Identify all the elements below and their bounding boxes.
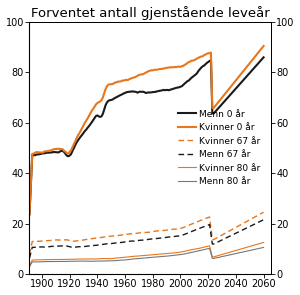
Kvinner 80 år — [140, 254, 143, 258]
Title: Forventet antall gjenstående leveår: Forventet antall gjenstående leveår — [31, 6, 269, 19]
Kvinner 67 år — [237, 224, 241, 228]
Line: Kvinner 67 år: Kvinner 67 år — [29, 212, 264, 255]
Kvinner 80 år — [237, 248, 241, 251]
Menn 67 år — [140, 238, 143, 242]
Menn 67 år — [61, 244, 64, 248]
Line: Menn 80 år: Menn 80 år — [29, 248, 264, 267]
Menn 0 år — [151, 90, 154, 94]
Line: Kvinner 80 år: Kvinner 80 år — [29, 242, 264, 266]
Kvinner 67 år — [140, 231, 143, 235]
Menn 67 år — [237, 230, 241, 234]
Line: Menn 0 år: Menn 0 år — [29, 57, 264, 214]
Kvinner 67 år — [115, 234, 119, 237]
Kvinner 80 år — [151, 253, 154, 256]
Line: Menn 67 år: Menn 67 år — [29, 220, 264, 258]
Kvinner 80 år — [28, 264, 31, 267]
Menn 0 år — [61, 149, 64, 153]
Kvinner 0 år — [262, 44, 266, 48]
Kvinner 0 år — [61, 148, 64, 151]
Menn 67 år — [151, 237, 154, 241]
Kvinner 67 år — [61, 238, 64, 242]
Kvinner 0 år — [140, 73, 143, 76]
Line: Kvinner 0 år: Kvinner 0 år — [29, 46, 264, 214]
Kvinner 67 år — [262, 210, 266, 214]
Kvinner 0 år — [237, 75, 241, 79]
Menn 80 år — [28, 265, 31, 268]
Menn 0 år — [140, 90, 143, 94]
Menn 0 år — [262, 55, 266, 59]
Menn 80 år — [151, 255, 154, 259]
Kvinner 0 år — [151, 69, 154, 72]
Menn 67 år — [28, 256, 31, 260]
Menn 80 år — [237, 251, 241, 255]
Legend: Menn 0 år, Kvinner 0 år, Kvinner 67 år, Menn 67 år, Kvinner 80 år, Menn 80 år: Menn 0 år, Kvinner 0 år, Kvinner 67 år, … — [176, 108, 262, 188]
Menn 0 år — [115, 95, 119, 99]
Kvinner 0 år — [115, 81, 119, 84]
Menn 0 år — [237, 83, 241, 87]
Menn 80 år — [262, 246, 266, 249]
Menn 80 år — [115, 259, 119, 262]
Kvinner 80 år — [262, 241, 266, 244]
Kvinner 80 år — [61, 258, 64, 261]
Kvinner 67 år — [28, 253, 31, 256]
Menn 80 år — [141, 256, 145, 260]
Menn 67 år — [262, 218, 266, 222]
Kvinner 67 år — [141, 231, 145, 234]
Menn 0 år — [141, 90, 145, 94]
Kvinner 0 år — [28, 212, 31, 216]
Kvinner 80 år — [141, 254, 145, 257]
Kvinner 80 år — [115, 256, 119, 260]
Menn 67 år — [115, 241, 119, 245]
Kvinner 0 år — [141, 73, 145, 76]
Menn 80 år — [140, 256, 143, 260]
Menn 67 år — [141, 238, 145, 242]
Menn 0 år — [28, 212, 31, 216]
Menn 80 år — [61, 260, 64, 263]
Kvinner 67 år — [151, 230, 154, 233]
